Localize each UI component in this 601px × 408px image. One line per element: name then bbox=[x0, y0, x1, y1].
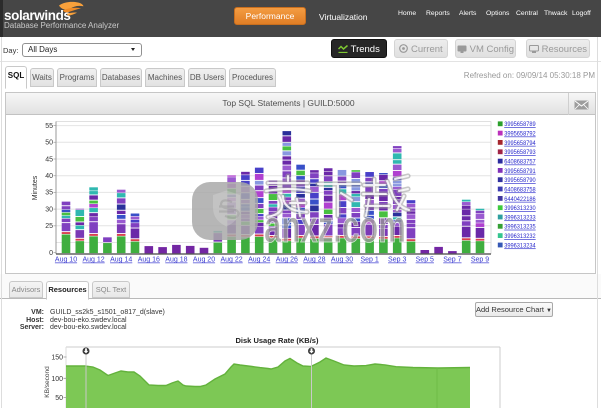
svg-text:Aug 20: Aug 20 bbox=[193, 257, 215, 264]
svg-text:Aug 26: Aug 26 bbox=[276, 257, 298, 264]
svg-text:Aug 12: Aug 12 bbox=[83, 257, 105, 264]
svg-text:3995658792: 3995658792 bbox=[504, 131, 536, 138]
svg-text:50: 50 bbox=[55, 395, 63, 402]
svg-text:Sep 9: Sep 9 bbox=[471, 257, 489, 264]
svg-text:Aug 14: Aug 14 bbox=[110, 257, 132, 264]
svg-text:KB/second: KB/second bbox=[44, 366, 51, 398]
svg-text:3995658790: 3995658790 bbox=[504, 177, 536, 184]
svg-text:Aug 10: Aug 10 bbox=[55, 257, 77, 264]
svg-text:Aug 18: Aug 18 bbox=[165, 257, 187, 264]
svg-text:30: 30 bbox=[45, 206, 53, 213]
svg-text:150: 150 bbox=[51, 355, 63, 362]
svg-text:3996313235: 3996313235 bbox=[504, 224, 536, 231]
svg-text:Aug 24: Aug 24 bbox=[248, 257, 270, 264]
svg-text:50: 50 bbox=[45, 140, 53, 147]
svg-text:40: 40 bbox=[45, 173, 53, 180]
svg-text:55: 55 bbox=[45, 123, 53, 130]
svg-text:3996313232: 3996313232 bbox=[504, 233, 536, 240]
svg-text:45: 45 bbox=[45, 156, 53, 163]
svg-text:Minutes: Minutes bbox=[32, 175, 39, 200]
svg-text:6440422186: 6440422186 bbox=[504, 196, 536, 203]
svg-text:3995658794: 3995658794 bbox=[504, 140, 536, 147]
svg-text:anxz.com: anxz.com bbox=[264, 201, 406, 252]
svg-text:3995658789: 3995658789 bbox=[504, 121, 536, 128]
svg-text:6408683758: 6408683758 bbox=[504, 186, 536, 193]
svg-text:100: 100 bbox=[51, 376, 63, 383]
svg-text:Sep 1: Sep 1 bbox=[360, 257, 378, 264]
svg-text:Aug 30: Aug 30 bbox=[331, 257, 353, 264]
svg-text:0: 0 bbox=[49, 250, 53, 257]
svg-text:3996313233: 3996313233 bbox=[504, 214, 536, 221]
svg-text:3996313230: 3996313230 bbox=[504, 205, 536, 212]
svg-text:35: 35 bbox=[45, 190, 53, 197]
svg-text:Sep 5: Sep 5 bbox=[416, 257, 434, 264]
svg-text:Sep 3: Sep 3 bbox=[388, 257, 406, 264]
svg-text:3995658793: 3995658793 bbox=[504, 149, 536, 156]
svg-text:25: 25 bbox=[45, 223, 53, 230]
svg-text:Sep 7: Sep 7 bbox=[443, 257, 461, 264]
svg-text:3996313234: 3996313234 bbox=[504, 242, 536, 249]
svg-text:Aug 22: Aug 22 bbox=[221, 257, 243, 264]
svg-text:3995658791: 3995658791 bbox=[504, 168, 536, 175]
svg-text:6408683757: 6408683757 bbox=[504, 159, 536, 166]
svg-text:Aug 16: Aug 16 bbox=[138, 257, 160, 264]
svg-text:Aug 28: Aug 28 bbox=[303, 257, 325, 264]
